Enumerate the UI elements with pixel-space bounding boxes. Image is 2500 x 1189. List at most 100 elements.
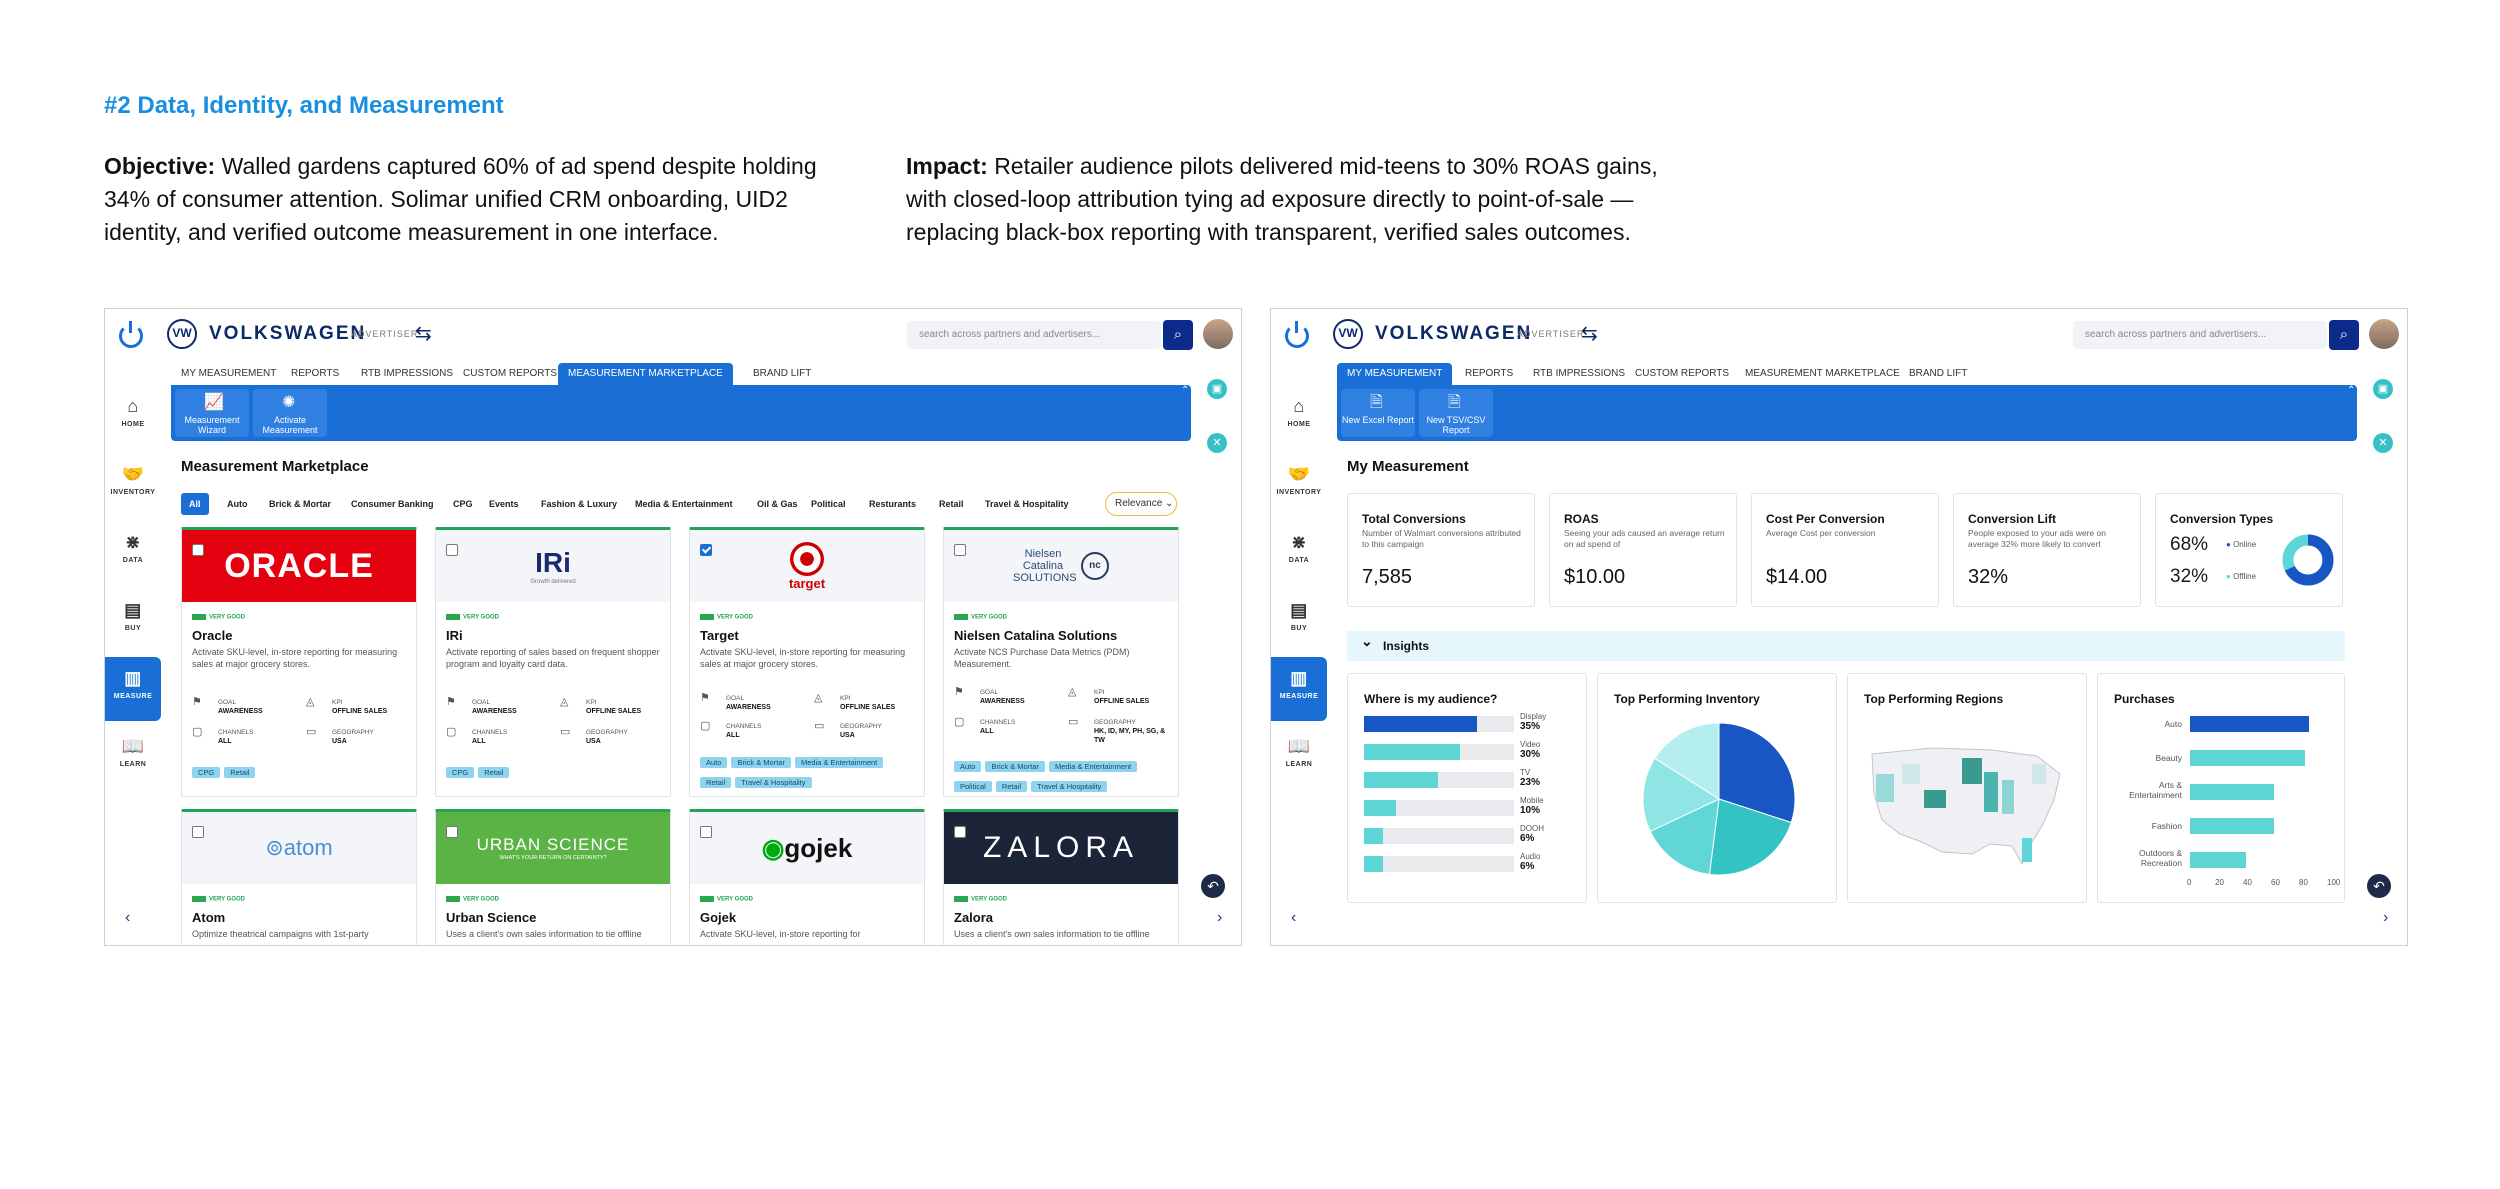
sort-select[interactable]: Relevance ⌄ — [1105, 492, 1177, 516]
switch-advertiser-icon[interactable]: ⇆ — [415, 323, 432, 345]
nav-home[interactable]: ⌂ HOME — [105, 385, 161, 449]
chip-consumer-banking[interactable]: Consumer Banking — [351, 499, 434, 509]
chip-media-entertainment[interactable]: Media & Entertainment — [635, 499, 733, 509]
nav-data[interactable]: ⋇ DATA — [105, 521, 161, 585]
meta-label: GEOGRAPHY — [586, 729, 628, 736]
partner-description: Uses a client's own sales information to… — [446, 929, 642, 939]
switch-advertiser-icon[interactable]: ⇆ — [1581, 323, 1598, 345]
select-checkbox[interactable] — [446, 826, 458, 838]
partner-card-nielsen[interactable]: Nielsen Catalina SOLUTIONS nc VERY GOOD N… — [943, 527, 1179, 797]
gojek-logo-text: gojek — [784, 832, 853, 863]
nav-measure[interactable]: ▥ MEASURE — [105, 657, 161, 721]
tab-rtb-impressions[interactable]: RTB IMPRESSIONS — [361, 368, 454, 379]
tab-reports[interactable]: REPORTS — [291, 368, 340, 379]
pie-slice — [1708, 798, 1792, 876]
tools-icon[interactable]: ✕ — [2373, 433, 2393, 453]
insights-toggle[interactable]: Insights — [1347, 626, 2345, 661]
tab-brand-lift[interactable]: BRAND LIFT — [753, 368, 812, 379]
partner-card-oracle[interactable]: ORACLE VERY GOOD Oracle Activate SKU-lev… — [181, 527, 417, 797]
search-input[interactable]: search across partners and advertisers..… — [907, 321, 1161, 349]
collapse-toolbar-icon[interactable]: ⌃ — [1181, 385, 1190, 396]
nav-learn[interactable]: 📖 LEARN — [105, 725, 161, 789]
avatar[interactable] — [2369, 319, 2399, 349]
nav-buy[interactable]: ▤ BUY — [1271, 589, 1327, 653]
chip-auto[interactable]: Auto — [227, 499, 248, 509]
nav-data[interactable]: ⋇ DATA — [1271, 521, 1327, 585]
nav-home[interactable]: ⌂ HOME — [1271, 385, 1327, 449]
partner-card-zalora[interactable]: ZALORA VERY GOOD Zalora Uses a client's … — [943, 809, 1179, 945]
chip-travel-hospitality[interactable]: Travel & Hospitality — [985, 499, 1069, 509]
search-input[interactable]: search across partners and advertisers..… — [2073, 321, 2327, 349]
back-arrow-icon[interactable]: ↶ — [2367, 874, 2391, 898]
chip-political[interactable]: Political — [811, 499, 846, 509]
chevron-left-icon[interactable]: ‹ — [125, 909, 131, 926]
rating-badge: VERY GOOD — [954, 896, 1007, 903]
select-checkbox[interactable] — [446, 544, 458, 556]
new-csv-report-button[interactable]: 🗎 New TSV/CSV Report — [1419, 389, 1493, 437]
chip-oil-gas[interactable]: Oil & Gas — [757, 499, 798, 509]
network-icon: ⋇ — [125, 532, 141, 552]
nav-buy[interactable]: ▤ BUY — [105, 589, 161, 653]
chip-fashion-luxury[interactable]: Fashion & Luxury — [541, 499, 618, 509]
chip-resturants[interactable]: Resturants — [869, 499, 917, 509]
collapse-toolbar-icon[interactable]: ⌃ — [2347, 385, 2356, 396]
avatar[interactable] — [1203, 319, 1233, 349]
activate-measurement-button[interactable]: ✺ Activate Measurement — [253, 389, 327, 437]
audience-value: 6% — [1520, 833, 1535, 844]
select-checkbox[interactable] — [954, 826, 966, 838]
image-tool-icon[interactable]: ▣ — [1207, 379, 1227, 399]
target-bullseye-icon — [790, 541, 824, 576]
partner-card-iri[interactable]: IRi Growth delivered VERY GOOD IRi Activa… — [435, 527, 671, 797]
tag: Travel & Hospitality — [1031, 781, 1108, 792]
chip-events[interactable]: Events — [489, 499, 519, 509]
select-checkbox[interactable] — [700, 544, 712, 556]
chip-cpg[interactable]: CPG — [453, 499, 473, 509]
image-tool-icon[interactable]: ▣ — [2373, 379, 2393, 399]
flag-icon: ⚑ — [954, 686, 964, 698]
nav-measure[interactable]: ▥ MEASURE — [1271, 657, 1327, 721]
select-checkbox[interactable] — [700, 826, 712, 838]
select-checkbox[interactable] — [192, 544, 204, 556]
tab-custom-reports[interactable]: CUSTOM REPORTS — [463, 368, 558, 379]
rating-badge: VERY GOOD — [954, 614, 1007, 621]
chip-brick-mortar[interactable]: Brick & Mortar — [269, 499, 332, 509]
chip-all[interactable]: All — [181, 493, 209, 515]
search-icon[interactable]: ⌕ — [1163, 320, 1193, 350]
partner-card-urban-science[interactable]: URBAN SCIENCE WHAT'S YOUR RETURN ON CERTA… — [435, 809, 671, 945]
select-checkbox[interactable] — [954, 544, 966, 556]
partner-card-gojek[interactable]: ◉ gojek VERY GOOD Gojek Activate SKU-leve… — [689, 809, 925, 945]
tab-my-measurement[interactable]: MY MEASUREMENT — [1337, 363, 1453, 385]
region-highlight — [2032, 764, 2046, 784]
tab-measurement-marketplace[interactable]: MEASUREMENT MARKETPLACE — [1745, 368, 1900, 379]
tab-custom-reports[interactable]: CUSTOM REPORTS — [1635, 368, 1730, 379]
back-arrow-icon[interactable]: ↶ — [1201, 874, 1225, 898]
audience-channel: Audio — [1520, 852, 1541, 861]
meta-label: KPI — [840, 695, 851, 702]
power-icon[interactable] — [1285, 321, 1309, 348]
chevron-right-icon[interactable]: › — [1217, 909, 1223, 926]
kpi-title: Conversion Lift — [1968, 512, 2057, 526]
tools-icon[interactable]: ✕ — [1207, 433, 1227, 453]
power-icon[interactable] — [119, 321, 143, 348]
partner-card-target[interactable]: target VERY GOOD Target Activate SKU-lev… — [689, 527, 925, 797]
nav-inventory[interactable]: 🤝 INVENTORY — [1271, 453, 1327, 517]
partner-card-atom[interactable]: ⊚ atom VERY GOOD Atom Optimize theatrical… — [181, 809, 417, 945]
handshake-icon: 🤝 — [1287, 464, 1311, 484]
chip-retail[interactable]: Retail — [939, 499, 964, 509]
chevron-right-icon[interactable]: › — [2383, 909, 2389, 926]
tab-brand-lift[interactable]: BRAND LIFT — [1909, 368, 1968, 379]
measurement-wizard-button[interactable]: 📈 Measurement Wizard — [175, 389, 249, 437]
tab-my-measurement[interactable]: MY MEASUREMENT — [181, 368, 277, 379]
search-icon[interactable]: ⌕ — [2329, 320, 2359, 350]
select-checkbox[interactable] — [192, 826, 204, 838]
nav-learn[interactable]: 📖 LEARN — [1271, 725, 1327, 789]
chevron-left-icon[interactable]: ‹ — [1291, 909, 1297, 926]
meta-value: AWARENESS — [218, 708, 263, 715]
nav-inventory[interactable]: 🤝 INVENTORY — [105, 453, 161, 517]
meta-value: ALL — [472, 738, 486, 745]
tab-rtb-impressions[interactable]: RTB IMPRESSIONS — [1533, 368, 1626, 379]
tab-reports[interactable]: REPORTS — [1465, 368, 1514, 379]
tab-measurement-marketplace[interactable]: MEASUREMENT MARKETPLACE — [558, 363, 733, 385]
new-excel-report-button[interactable]: 🗎 New Excel Report — [1341, 389, 1415, 437]
axis-tick: 40 — [2243, 878, 2252, 887]
